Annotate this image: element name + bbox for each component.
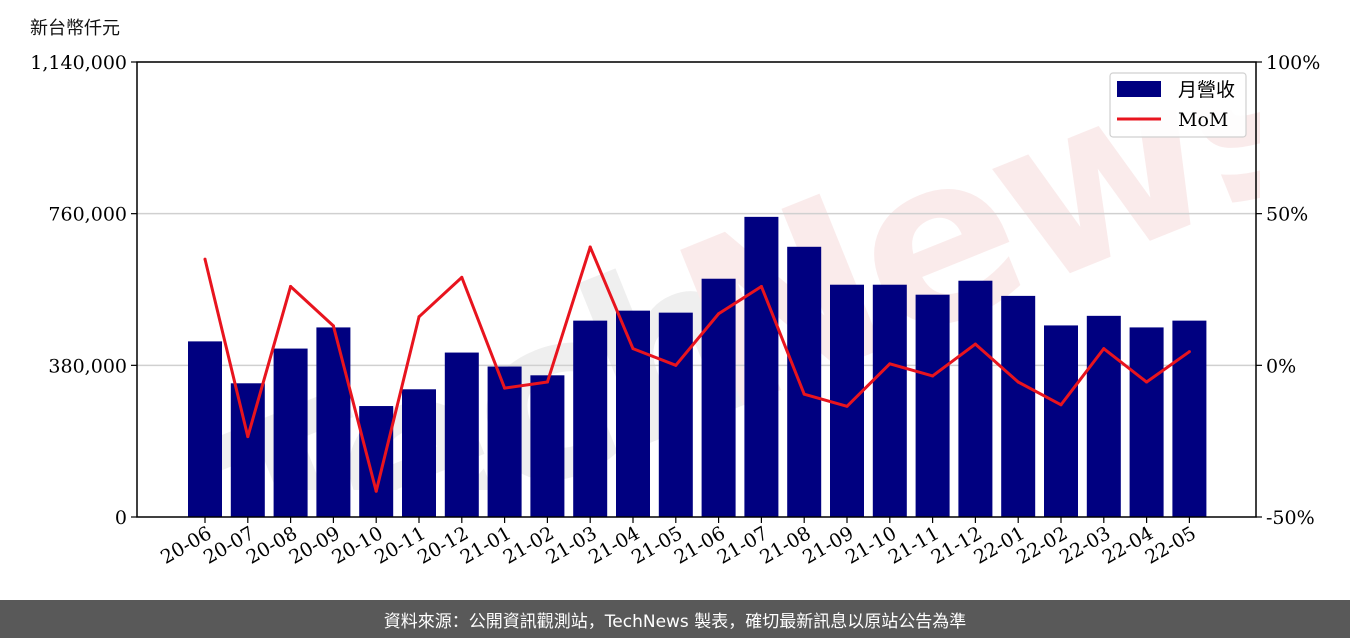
bar-21-09 — [830, 284, 864, 517]
mom-point-20-06 — [203, 257, 207, 261]
mom-point-20-12 — [460, 275, 464, 279]
source-footer: 資料來源：公開資訊觀測站，TechNews 製表，確切最新訊息以原站公告為準 — [0, 600, 1350, 638]
mom-line — [203, 245, 1191, 493]
mom-point-21-04 — [631, 347, 635, 351]
mom-point-22-01 — [1016, 380, 1020, 384]
bar-21-02 — [530, 375, 565, 517]
left-tick-label: 760,000 — [48, 204, 127, 226]
left-tick-label: 0 — [115, 507, 127, 529]
mom-point-22-03 — [1102, 347, 1106, 351]
right-tick-label: 100% — [1266, 52, 1320, 74]
bar-22-05 — [1172, 320, 1207, 517]
bar-21-10 — [872, 284, 907, 517]
legend-line-label: MoM — [1178, 109, 1228, 131]
bar-20-10 — [359, 406, 394, 517]
mom-point-21-11 — [931, 374, 935, 378]
bar-21-07 — [744, 216, 779, 517]
right-tick-label: 0% — [1266, 355, 1296, 377]
mom-point-21-10 — [888, 362, 892, 366]
bar-21-03 — [573, 320, 608, 517]
bar-20-11 — [402, 389, 436, 517]
mom-point-21-07 — [759, 284, 763, 288]
mom-point-21-08 — [802, 392, 806, 396]
bar-21-06 — [701, 278, 736, 517]
mom-point-21-02 — [545, 380, 549, 384]
mom-point-22-05 — [1187, 350, 1191, 354]
mom-point-20-10 — [374, 489, 378, 493]
mom-point-20-08 — [289, 284, 293, 288]
mom-point-20-09 — [331, 324, 335, 328]
chart-area: Tech News 0 380,000 760,000 1,140,000 -50% 0%… — [30, 18, 1320, 569]
bar-20-09 — [316, 327, 351, 517]
bar-21-11 — [915, 294, 950, 517]
bar-22-04 — [1129, 327, 1164, 517]
right-tick-label: -50% — [1266, 507, 1315, 529]
mom-point-20-11 — [417, 315, 421, 319]
bar-21-08 — [787, 246, 822, 517]
mom-point-21-05 — [674, 363, 678, 367]
mom-point-20-07 — [246, 435, 250, 439]
mom-point-21-12 — [973, 342, 977, 346]
mom-point-21-01 — [503, 386, 507, 390]
bar-21-04 — [616, 310, 650, 517]
bar-21-01 — [487, 366, 522, 517]
bar-21-12 — [958, 280, 993, 517]
bar-20-08 — [273, 348, 308, 517]
bar-20-07 — [230, 383, 265, 517]
mom-point-21-09 — [845, 404, 849, 408]
mom-point-22-02 — [1059, 403, 1063, 407]
right-tick-label: 50% — [1266, 204, 1308, 226]
mom-point-21-06 — [717, 312, 721, 316]
left-tick-label: 1,140,000 — [30, 52, 127, 74]
x-tick-label: 22-05 — [1141, 522, 1199, 568]
bar-22-03 — [1086, 315, 1121, 517]
left-tick-label: 380,000 — [48, 355, 127, 377]
plot-frame — [136, 61, 1257, 518]
revenue-chart: 0380,000760,0001,140,000-50%0%50%100%20-… — [30, 52, 1320, 569]
mom-point-22-04 — [1145, 380, 1149, 384]
bar-20-06 — [188, 341, 222, 517]
bar-22-02 — [1044, 325, 1078, 517]
bar-21-05 — [658, 312, 693, 517]
legend-bar-swatch — [1117, 81, 1161, 97]
mom-point-21-03 — [588, 245, 592, 249]
bar-22-01 — [1001, 295, 1036, 517]
unit-label: 新台幣仟元 — [30, 18, 120, 39]
legend-bar-label: 月營收 — [1178, 79, 1235, 101]
bar-20-12 — [444, 352, 479, 517]
